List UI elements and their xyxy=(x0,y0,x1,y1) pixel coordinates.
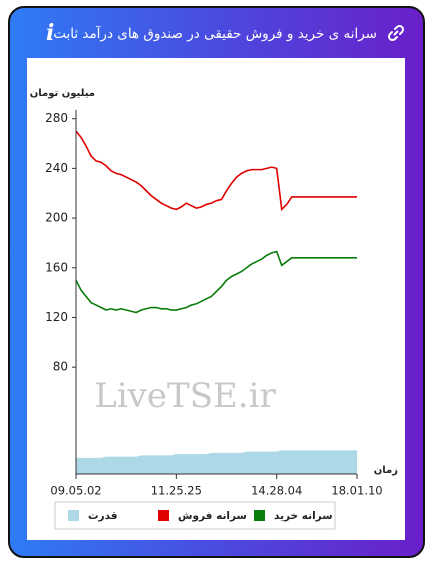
y-tick-label: 280 xyxy=(45,111,68,125)
legend-label: قدرت xyxy=(88,510,118,522)
x-tick-label: 09.05.02 xyxy=(50,484,101,498)
line xyxy=(75,250,357,314)
y-tick-label: 160 xyxy=(45,260,68,274)
legend-label: سرانه فروش xyxy=(178,510,247,522)
info-icon[interactable]: i xyxy=(46,20,55,46)
link-icon[interactable] xyxy=(387,24,405,42)
y-tick-label: 80 xyxy=(53,360,68,374)
x-tick-label: 11.25.25 xyxy=(151,484,202,498)
legend-swatch xyxy=(68,510,79,521)
legend-label: سرانه خرید xyxy=(274,510,333,522)
y-tick-label: 240 xyxy=(45,161,68,175)
legend-box xyxy=(54,501,336,530)
area xyxy=(76,450,357,474)
y-tick-label: 120 xyxy=(45,310,68,324)
header: i سرانه ی خرید و فروش حقیقی در صندوق های… xyxy=(10,8,423,60)
legend-swatch xyxy=(254,510,265,521)
line xyxy=(75,130,357,212)
x-tick-label: 14.28.04 xyxy=(251,484,302,498)
watermark: LiveTSE.ir xyxy=(94,376,276,416)
header-title: سرانه ی خرید و فروش حقیقی در صندوق های د… xyxy=(53,26,377,42)
y-tick-label: 200 xyxy=(45,211,68,225)
x-axis-label: زمان xyxy=(374,465,398,476)
legend-swatch xyxy=(158,510,169,521)
y-axis-label: میلیون تومان xyxy=(30,88,95,99)
x-tick-label: 18.01.10 xyxy=(331,484,382,498)
